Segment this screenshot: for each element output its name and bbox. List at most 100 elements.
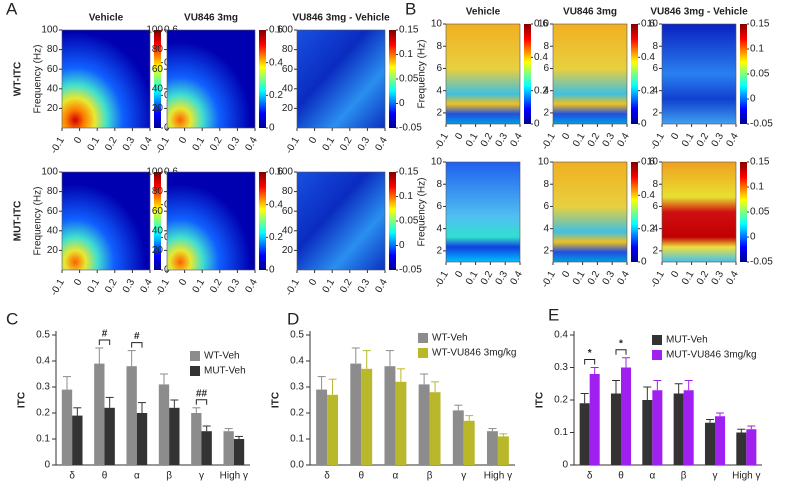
- x-tick-label: -0.1: [433, 131, 451, 152]
- bar: [316, 389, 328, 465]
- y-tick-label: 100: [146, 167, 163, 178]
- panel-label: A: [6, 0, 18, 18]
- x-tick-label: High γ: [220, 471, 248, 482]
- bar: [327, 394, 339, 465]
- x-tick-label: 0.4: [724, 269, 741, 287]
- x-tick-label: θ: [358, 471, 364, 482]
- x-tick-label: β: [681, 471, 687, 482]
- y-tick-label: 0: [44, 460, 50, 471]
- y-axis-label: Frequency (Hz): [33, 187, 44, 256]
- error-bar: [224, 428, 233, 432]
- x-tick-label: -0.1: [284, 277, 302, 298]
- x-tick-label: 0.4: [508, 131, 525, 149]
- bar: [169, 407, 180, 465]
- bar: [463, 420, 475, 465]
- x-tick-label: -0.1: [284, 135, 302, 156]
- y-tick-label: 0.3: [36, 382, 50, 393]
- colorbar-tick-label: 0.4: [641, 190, 655, 201]
- bar: [652, 390, 663, 465]
- y-tick-label: 0.2: [290, 408, 304, 419]
- bar: [158, 384, 170, 465]
- row-label: WT-ITC: [13, 62, 24, 96]
- bar: [223, 431, 234, 465]
- x-tick-label: 0: [453, 131, 466, 142]
- colorbar: [389, 172, 396, 270]
- x-tick-label: γ: [713, 471, 718, 482]
- bar: [126, 366, 137, 465]
- heatmap-image: [62, 172, 150, 270]
- bar: [497, 436, 509, 465]
- heatmap-image: [662, 162, 736, 262]
- error-bar: [202, 425, 211, 432]
- x-tick-label: 0.4: [373, 135, 390, 153]
- error-bar: [747, 425, 756, 430]
- x-tick-label: 0.1: [464, 269, 481, 287]
- error-bar: [716, 412, 725, 417]
- legend-label: MUT-Veh: [666, 335, 708, 346]
- x-tick-label: 0.3: [356, 277, 373, 295]
- x-tick-label: α: [393, 471, 399, 482]
- y-tick-label: 0.3: [290, 382, 304, 393]
- y-tick-label: 80: [47, 186, 59, 197]
- x-tick-label: β: [427, 471, 433, 482]
- y-tick-label: 20: [152, 103, 164, 114]
- colorbar-tick-label: -0.05: [750, 119, 773, 130]
- x-tick-label: θ: [102, 471, 108, 482]
- y-tick-label: 8: [652, 41, 658, 52]
- x-tick-label: 0.4: [243, 135, 260, 153]
- y-tick-label: 2: [436, 108, 442, 119]
- x-tick-label: 0.1: [680, 269, 697, 287]
- y-tick-label: 4: [543, 223, 549, 234]
- heatmap-image: [446, 162, 520, 262]
- significance-label: *: [619, 338, 623, 349]
- error-bar: [159, 373, 168, 385]
- bar: [94, 363, 105, 465]
- x-tick-label: 0.2: [103, 135, 120, 153]
- x-tick-label: 0.3: [226, 135, 243, 153]
- colorbar-tick-label: 0.6: [641, 19, 655, 30]
- x-tick-label: β: [166, 471, 172, 482]
- colorbar-tick-label: 0: [399, 98, 405, 109]
- x-tick-label: 0.2: [338, 135, 355, 153]
- legend-label: WT-Veh: [432, 333, 468, 344]
- colorbar: [524, 24, 531, 124]
- colorbar-tick-label: 0.4: [269, 199, 283, 210]
- y-tick-label: 80: [47, 44, 59, 55]
- error-bar: [653, 380, 662, 391]
- heatmap-image: [167, 30, 255, 128]
- bar: [715, 416, 726, 465]
- bar: [104, 407, 115, 465]
- y-axis-label: ITC: [535, 392, 546, 408]
- x-tick-label: α: [649, 471, 655, 482]
- y-tick-label: 40: [282, 225, 294, 236]
- x-tick-label: High γ: [732, 471, 760, 482]
- y-axis-label: ITC: [271, 392, 282, 408]
- y-tick-label: 0.4: [554, 330, 568, 341]
- colorbar-tick-label: 0.6: [269, 167, 283, 178]
- legend-swatch: [190, 366, 200, 376]
- x-tick-label: 0: [560, 269, 573, 280]
- bar: [673, 393, 684, 465]
- x-tick-label: -0.1: [433, 269, 451, 290]
- y-tick-label: 10: [647, 157, 659, 168]
- y-tick-label: 8: [652, 179, 658, 190]
- x-tick-label: 0.1: [571, 131, 588, 149]
- colorbar-tick-label: 0.15: [750, 19, 770, 30]
- plot-frame: [61, 171, 151, 271]
- x-tick-label: 0.2: [586, 131, 603, 149]
- colorbar-tick-label: 0.15: [750, 157, 770, 168]
- bar: [704, 422, 715, 465]
- colorbar-tick-label: 0: [534, 119, 540, 130]
- legend-swatch: [652, 335, 662, 345]
- significance-bracket: [131, 342, 143, 348]
- legend-swatch: [418, 333, 428, 343]
- colorbar-tick-label: 0.05: [399, 74, 419, 85]
- error-bar: [235, 435, 244, 439]
- error-bar: [138, 402, 147, 413]
- plot-frame: [296, 29, 386, 129]
- y-tick-label: 6: [543, 201, 549, 212]
- y-tick-label: 60: [152, 64, 164, 75]
- y-tick-label: 8: [543, 179, 549, 190]
- x-tick-label: δ: [324, 471, 330, 482]
- y-tick-label: 40: [152, 83, 164, 94]
